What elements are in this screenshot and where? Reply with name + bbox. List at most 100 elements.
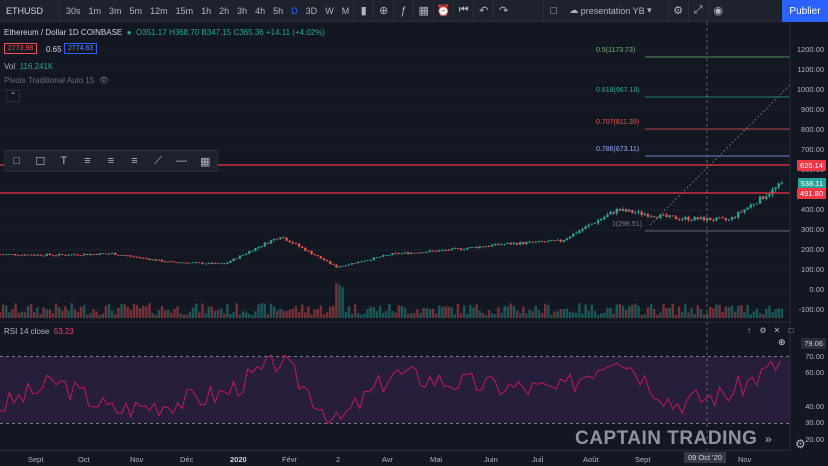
volume-bar <box>372 307 376 318</box>
candle-body <box>8 254 11 255</box>
timeframe-M[interactable]: M <box>341 5 350 16</box>
ask-price[interactable]: 2774.63 <box>64 43 98 54</box>
volume-bar <box>117 307 120 318</box>
volume-bar <box>254 311 257 318</box>
bid-price[interactable]: 2773.98 <box>4 43 38 54</box>
volume-bar <box>29 303 33 318</box>
candle-body <box>260 246 263 248</box>
align-center-icon[interactable]: ≡ <box>107 155 115 167</box>
volume-bar <box>291 308 295 318</box>
rsi-pane-controls: ↑ ⚙ ✕ □ <box>742 326 798 338</box>
timeframe-30s[interactable]: 30s <box>66 5 81 16</box>
volume-bar <box>182 314 185 318</box>
undo-icon[interactable]: ↶ <box>473 0 493 22</box>
layout-selector[interactable]: ☁ presentation YB ▾ <box>563 0 657 22</box>
candle-body <box>559 239 562 242</box>
candle-body <box>434 250 438 252</box>
auto-scale-icon[interactable]: ⚙ <box>795 437 806 451</box>
candle-body <box>469 247 472 249</box>
candle-body <box>313 254 316 256</box>
maximize-pane-icon[interactable]: □ <box>788 326 794 335</box>
callout-tool-icon[interactable]: ☐ <box>35 155 46 168</box>
fullscreen-box-icon[interactable]: □ <box>543 0 563 22</box>
candle-body <box>332 263 335 265</box>
timeframe-12m[interactable]: 12m <box>150 5 168 16</box>
horizontal-ray-icon[interactable]: — <box>176 155 188 167</box>
candle-body <box>266 242 270 244</box>
publish-button[interactable]: Publier <box>782 0 828 22</box>
add-compare-icon[interactable]: ⊕ <box>373 0 393 22</box>
timeframe-15m[interactable]: 15m <box>175 5 194 16</box>
candle-body <box>512 243 516 245</box>
volume-bar <box>515 310 519 318</box>
current-price-tag: 538.11 <box>797 178 826 189</box>
align-right-icon[interactable]: ≡ <box>131 155 138 167</box>
candle-body <box>406 252 410 254</box>
volume-bar <box>400 305 404 318</box>
templates-icon[interactable]: ▦ <box>413 0 433 22</box>
line-tool-icon[interactable]: ⟋ <box>154 154 162 167</box>
volume-bar <box>263 304 266 318</box>
volume-bar <box>631 304 634 318</box>
volume-bar <box>101 313 104 318</box>
candle-body <box>310 250 313 255</box>
candle-body <box>649 216 653 218</box>
timeframe-5m[interactable]: 5m <box>129 5 143 16</box>
camera-icon[interactable]: ◉ <box>707 0 728 22</box>
drawing-toolbar: □ ☐ T ≡ ≡ ≡ ⟋ — ▦ <box>4 150 218 172</box>
rsi-line <box>0 354 781 425</box>
candle-body <box>288 240 291 243</box>
volume-bar <box>624 309 628 318</box>
eye-icon[interactable]: 👁 <box>96 76 109 85</box>
timeframe-W[interactable]: W <box>325 5 334 16</box>
candle-body <box>179 262 182 264</box>
timeframe-4h[interactable]: 4h <box>255 5 266 16</box>
timeframe-D[interactable]: D <box>291 5 298 16</box>
rsi-band <box>0 356 790 424</box>
close-pane-icon[interactable]: ✕ <box>773 326 781 335</box>
crosshair-tool-icon[interactable]: ▦ <box>199 155 211 168</box>
volume-bar <box>425 307 428 318</box>
timeframe-1m[interactable]: 1m <box>88 5 102 16</box>
candle-body <box>740 211 743 213</box>
candle-body <box>556 239 559 241</box>
settings-gear-icon[interactable]: ⚙ <box>667 0 688 22</box>
volume-bar <box>107 303 111 318</box>
candle-body <box>204 263 207 265</box>
move-up-icon[interactable]: ↑ <box>747 326 751 335</box>
volume-bar <box>397 305 400 318</box>
symbol-search[interactable]: ETHUSD <box>0 0 60 22</box>
alert-icon[interactable]: ⏰ <box>433 0 453 22</box>
volume-bar <box>646 307 650 318</box>
candle-style-icon[interactable]: ▮ <box>353 0 373 22</box>
gear-small-icon[interactable]: ⚙ <box>759 326 767 335</box>
volume-bar <box>609 307 612 318</box>
align-left-icon[interactable]: ≡ <box>84 155 91 167</box>
timeframe-3m[interactable]: 3m <box>109 5 122 16</box>
redo-icon[interactable]: ↷ <box>493 0 513 22</box>
time-axis[interactable]: Sept Oct Nov Déc 2020 Févr 2 Avr Mai Juin Juil Août… <box>0 450 790 466</box>
volume-bar <box>674 314 678 318</box>
scroll-right-icon[interactable]: » <box>765 432 772 446</box>
volume-bar <box>219 308 223 318</box>
expand-icon[interactable]: ⤢ <box>687 0 708 22</box>
timeframe-3D[interactable]: 3D <box>305 5 318 16</box>
volume-bar <box>204 313 207 318</box>
indicators-icon[interactable]: ƒ <box>393 0 413 22</box>
add-plus-icon[interactable]: ⊕ <box>778 337 786 347</box>
timeframe-3h[interactable]: 3h <box>237 5 248 16</box>
replay-icon[interactable]: ⏮ <box>453 0 473 22</box>
rsi-label: RSI 14 close <box>4 327 50 336</box>
timeframe-1h[interactable]: 1h <box>201 5 212 16</box>
candle-body <box>665 214 668 217</box>
volume-bar <box>272 306 276 318</box>
rectangle-tool-icon[interactable]: □ <box>13 155 21 167</box>
timeframe-5h[interactable]: 5h <box>273 5 284 16</box>
collapse-legend-icon[interactable]: ⌃ <box>6 90 20 102</box>
text-tool-icon[interactable]: T <box>60 155 68 167</box>
volume-bar <box>223 313 226 318</box>
volume-bar <box>671 303 675 318</box>
candle-body <box>709 217 712 221</box>
timeframe-2h[interactable]: 2h <box>219 5 230 16</box>
